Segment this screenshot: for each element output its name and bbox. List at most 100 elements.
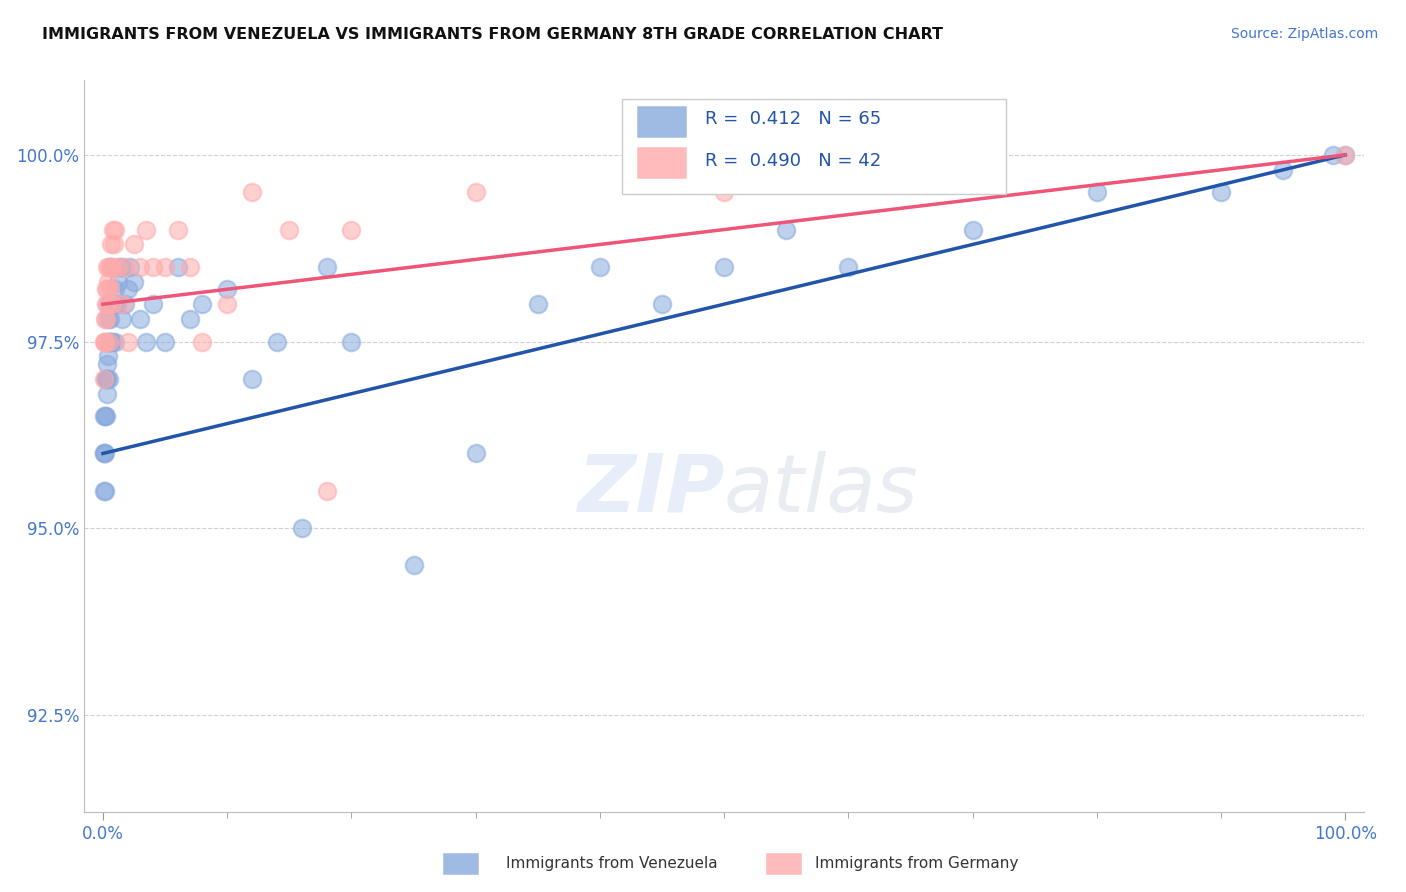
Point <box>97 350 120 364</box>
Point <box>837 260 859 274</box>
Point <box>402 558 425 573</box>
Point <box>135 222 157 236</box>
Point <box>464 446 486 460</box>
Point <box>526 297 548 311</box>
Point <box>1085 186 1108 200</box>
Text: Source: ZipAtlas.com: Source: ZipAtlas.com <box>1230 27 1378 41</box>
Point <box>100 260 122 274</box>
Point <box>108 260 131 274</box>
FancyBboxPatch shape <box>637 106 686 136</box>
Point <box>94 334 117 349</box>
Point <box>1322 148 1344 162</box>
Point <box>101 222 124 236</box>
Point <box>98 260 121 274</box>
Point <box>93 483 115 498</box>
Point <box>100 237 122 252</box>
Text: R =  0.490   N = 42: R = 0.490 N = 42 <box>704 152 882 169</box>
Point <box>96 386 118 401</box>
Point <box>120 260 142 274</box>
Point <box>315 260 337 274</box>
Point <box>98 334 121 349</box>
Point <box>589 260 612 274</box>
Point <box>111 312 134 326</box>
Point <box>713 186 735 200</box>
Point <box>114 260 136 274</box>
Point <box>117 334 139 349</box>
Point <box>96 357 118 371</box>
Point <box>340 222 363 236</box>
Point <box>651 297 673 311</box>
Point <box>94 409 117 424</box>
Point <box>107 275 129 289</box>
Point <box>103 297 125 311</box>
Point <box>240 186 263 200</box>
Text: Immigrants from Venezuela: Immigrants from Venezuela <box>506 856 718 871</box>
Point <box>97 260 120 274</box>
Point <box>340 334 363 349</box>
Text: atlas: atlas <box>724 450 920 529</box>
Point <box>97 372 120 386</box>
Point <box>266 334 288 349</box>
Point <box>94 409 117 424</box>
Point <box>94 483 117 498</box>
Point <box>93 446 115 460</box>
Y-axis label: 8th Grade: 8th Grade <box>0 404 6 488</box>
Point <box>142 297 165 311</box>
Point <box>278 222 301 236</box>
Point <box>129 260 152 274</box>
Point <box>1272 162 1295 177</box>
Point <box>775 222 797 236</box>
Point <box>98 334 121 349</box>
Point <box>1209 186 1232 200</box>
Point <box>96 260 118 274</box>
Text: R =  0.412   N = 65: R = 0.412 N = 65 <box>704 110 882 128</box>
Point <box>97 312 120 326</box>
Point <box>713 260 735 274</box>
Text: ZIP: ZIP <box>576 450 724 529</box>
Point <box>94 372 117 386</box>
Point <box>100 334 122 349</box>
Point <box>98 297 121 311</box>
FancyBboxPatch shape <box>621 99 1005 194</box>
Point <box>114 297 136 311</box>
Point <box>97 334 120 349</box>
Point <box>1334 148 1357 162</box>
Point <box>166 260 188 274</box>
Text: IMMIGRANTS FROM VENEZUELA VS IMMIGRANTS FROM GERMANY 8TH GRADE CORRELATION CHART: IMMIGRANTS FROM VENEZUELA VS IMMIGRANTS … <box>42 27 943 42</box>
Point <box>153 334 176 349</box>
Point <box>179 312 201 326</box>
Point <box>135 334 157 349</box>
Point <box>100 297 122 311</box>
Text: Immigrants from Germany: Immigrants from Germany <box>815 856 1019 871</box>
Point <box>94 334 117 349</box>
Point <box>315 483 337 498</box>
Point <box>94 312 117 326</box>
Point <box>93 409 115 424</box>
Point <box>96 282 118 296</box>
Point <box>96 372 118 386</box>
Point <box>98 312 121 326</box>
Point <box>962 222 984 236</box>
Point <box>101 297 124 311</box>
Point <box>96 297 118 311</box>
Point <box>100 334 122 349</box>
Point <box>101 260 124 274</box>
Point <box>217 282 239 296</box>
Point <box>96 282 118 296</box>
Point <box>101 297 124 311</box>
Point <box>166 222 188 236</box>
Point <box>100 282 122 296</box>
Point <box>122 237 145 252</box>
Point <box>104 282 127 296</box>
Point <box>464 186 486 200</box>
Point <box>122 275 145 289</box>
Point <box>142 260 165 274</box>
Point <box>105 297 128 311</box>
Point <box>103 237 125 252</box>
Point <box>153 260 176 274</box>
Point <box>111 297 134 311</box>
Point <box>191 297 214 311</box>
Point <box>217 297 239 311</box>
Point <box>93 372 115 386</box>
Point <box>107 260 129 274</box>
